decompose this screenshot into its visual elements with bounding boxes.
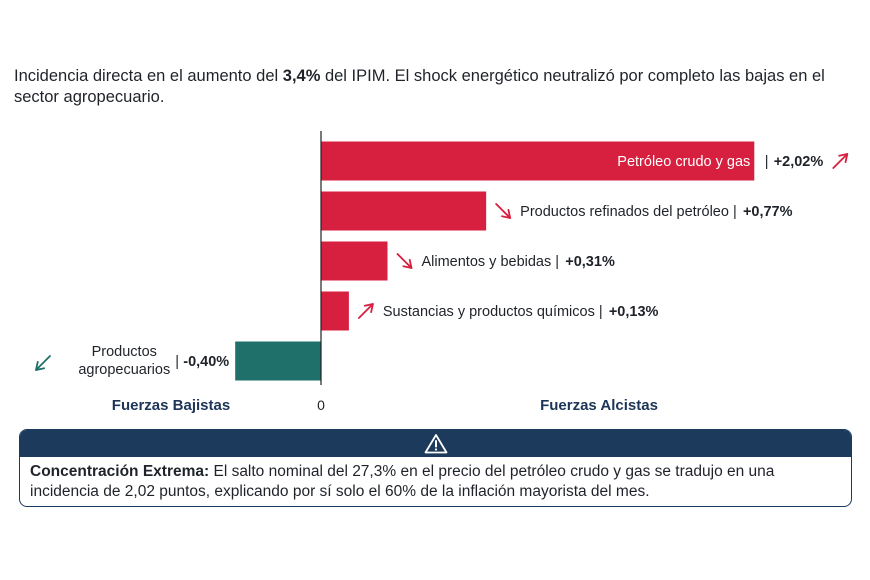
warning-icon — [424, 434, 447, 454]
trend-arrow-2-down-icon — [396, 253, 413, 269]
bar-separator-4: | — [175, 354, 179, 370]
bar-1 — [321, 191, 487, 231]
bar-0 — [321, 141, 755, 181]
callout-text: El salto nominal del 27,3% en el precio … — [30, 463, 775, 500]
bar-chart: +2,02% | Petróleo crudo y gas Productos ref… — [35, 131, 849, 414]
callout-title: Concentración Extrema: — [30, 463, 210, 480]
bar-category-label-0: Petróleo crudo y gas — [617, 154, 750, 170]
axis-label-bullish: Fuerzas Alcistas — [540, 397, 658, 414]
bar-separator-3: | — [599, 304, 603, 320]
bar-category-label-2: Alimentos y bebidas — [421, 254, 551, 270]
bar-4 — [235, 341, 321, 381]
bar-category-label-4: Productos agropecuarios — [78, 344, 170, 378]
callout-box: Concentración Extrema: El salto nominal … — [19, 429, 852, 507]
chart-subtitle: Incidencia directa en el aumento del 3,4… — [14, 66, 854, 108]
bar-separator-0: | — [765, 154, 769, 170]
bar-category-label-line-1: agropecuarios — [78, 362, 170, 378]
bar-separator-1: | — [733, 204, 737, 220]
callout-header — [20, 430, 851, 457]
callout-body: Concentración Extrema: El salto nominal … — [20, 457, 851, 502]
subtitle-post: del IPIM. El shock energético neutralizó… — [14, 67, 825, 106]
bar-value-label-4: -0,40% — [183, 354, 229, 370]
subtitle-highlight: 3,4% — [282, 67, 321, 85]
bar-value-label-1: +0,77% — [743, 204, 793, 220]
bar-category-label-line-0: Productos — [92, 344, 157, 360]
zero-tick-label: 0 — [317, 397, 325, 413]
trend-arrow-4-downleft-icon — [35, 355, 51, 371]
trend-arrow-0-up-icon — [832, 153, 849, 169]
bar-separator-2: | — [555, 254, 559, 270]
trend-arrow-3-up-icon — [357, 303, 374, 319]
axis-label-bearish: Fuerzas Bajistas — [112, 397, 230, 414]
subtitle-pre: Incidencia directa en el aumento del — [14, 67, 283, 85]
bar-2 — [321, 241, 388, 281]
trend-arrow-1-down-icon — [495, 203, 512, 219]
bar-category-label-1: Productos refinados del petróleo — [520, 204, 729, 220]
bar-value-label-0: +2,02% — [774, 154, 824, 170]
bar-3 — [321, 291, 349, 331]
bar-value-label-3: +0,13% — [609, 304, 659, 320]
bar-category-label-3: Sustancias y productos químicos — [383, 304, 595, 320]
bar-value-label-2: +0,31% — [565, 254, 615, 270]
